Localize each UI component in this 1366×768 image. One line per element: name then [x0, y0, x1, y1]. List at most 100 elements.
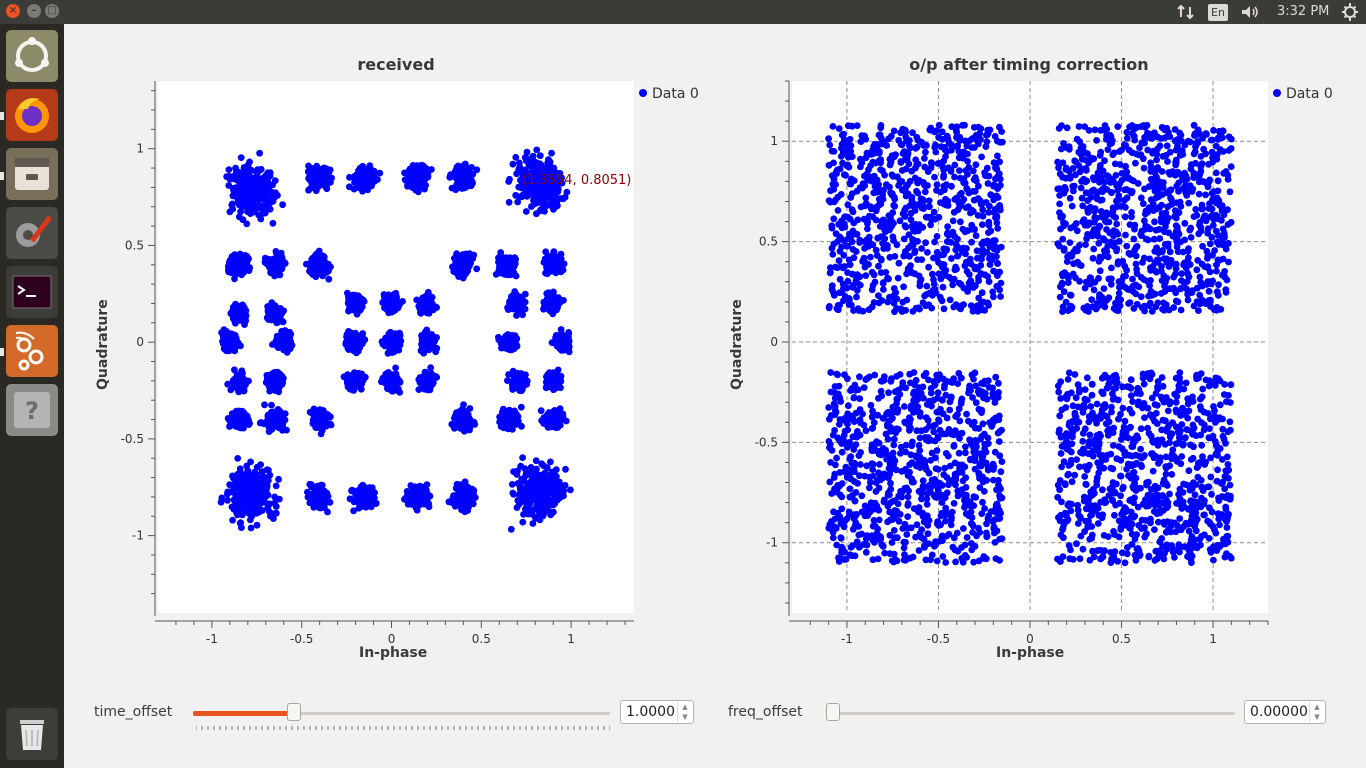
data-point: [519, 518, 527, 526]
data-point: [422, 292, 430, 300]
maximize-icon: □: [47, 5, 57, 16]
ubuntu-dash-icon[interactable]: [6, 30, 58, 82]
data-point: [514, 467, 521, 475]
minimize-window-button[interactable]: –: [27, 4, 41, 18]
x-tick-label: -1: [206, 632, 218, 646]
trash-icon[interactable]: [6, 708, 58, 760]
data-point: [396, 329, 403, 337]
data-point: [356, 184, 364, 192]
data-point: [565, 329, 572, 336]
data-point: [247, 179, 254, 187]
data-point: [245, 267, 253, 274]
data-point: [558, 174, 565, 182]
data-point: [517, 168, 525, 176]
data-point: [507, 525, 515, 533]
data-point: [547, 458, 554, 466]
settings-icon[interactable]: [6, 207, 58, 259]
data-point: [269, 219, 277, 227]
data-point: [529, 487, 537, 495]
data-point: [537, 407, 545, 415]
data-point: [242, 188, 250, 195]
data-point: [279, 201, 286, 209]
legend-marker: [639, 89, 647, 97]
data-point: [533, 146, 541, 154]
gnuradio-icon[interactable]: [6, 325, 58, 377]
data-point: [558, 339, 565, 347]
data-point: [526, 506, 534, 513]
data-point: [548, 149, 555, 157]
data-point: [281, 260, 289, 267]
data-point: [232, 164, 240, 172]
data-point: [517, 379, 525, 387]
volume-icon[interactable]: [1239, 0, 1263, 24]
data-point: [395, 340, 403, 348]
x-tick-label: 0: [388, 632, 396, 646]
power-icon[interactable]: [1341, 0, 1359, 24]
data-point: [497, 251, 504, 259]
data-point: [374, 176, 381, 183]
data-point: [523, 148, 531, 156]
data-point: [234, 257, 241, 265]
files-icon[interactable]: [6, 148, 58, 200]
data-point: [361, 373, 369, 381]
data-point: [510, 378, 518, 386]
data-point: [529, 520, 537, 527]
data-point: [351, 297, 359, 304]
data-point: [563, 188, 571, 196]
data-point: [539, 477, 546, 485]
data-point: [470, 251, 478, 259]
data-point: [523, 157, 530, 165]
data-point: [317, 418, 324, 426]
legend[interactable]: Data 0: [639, 86, 699, 102]
data-point: [221, 336, 228, 343]
data-point: [416, 304, 424, 312]
language-indicator[interactable]: En: [1208, 4, 1228, 21]
data-point: [224, 496, 231, 504]
data-point: [543, 164, 551, 171]
data-point: [235, 198, 243, 206]
close-window-button[interactable]: ×: [6, 4, 20, 18]
data-point: [550, 297, 557, 305]
data-point: [257, 180, 265, 188]
data-point: [514, 412, 521, 420]
network-icon[interactable]: [1176, 0, 1196, 24]
data-point: [546, 499, 554, 507]
y-tick-label: -0.5: [121, 432, 144, 446]
data-point: [251, 482, 259, 490]
data-point: [501, 423, 509, 430]
data-point: [387, 330, 395, 337]
data-point: [520, 511, 527, 518]
firefox-icon[interactable]: [6, 89, 58, 141]
data-point: [504, 377, 511, 384]
data-point: [459, 264, 467, 272]
data-point: [323, 185, 331, 193]
data-point: [512, 153, 520, 161]
data-point: [473, 265, 481, 273]
data-point: [232, 380, 240, 388]
data-point: [262, 254, 269, 262]
data-point: [245, 202, 253, 209]
data-point: [556, 494, 564, 501]
data-point: [320, 260, 328, 268]
data-point: [411, 174, 419, 182]
data-point: [265, 183, 273, 191]
data-point: [386, 380, 394, 387]
data-point: [531, 184, 539, 191]
data-point: [526, 496, 534, 503]
running-indicator: [0, 348, 4, 356]
data-point: [359, 178, 367, 186]
data-point: [529, 173, 537, 181]
y-tick-label: -1: [132, 529, 144, 543]
data-point: [342, 339, 350, 346]
data-point: [558, 179, 566, 187]
data-point: [231, 251, 239, 259]
terminal-icon[interactable]: [6, 266, 58, 318]
data-point: [236, 172, 244, 180]
maximize-window-button[interactable]: □: [45, 4, 59, 18]
help-icon[interactable]: ?: [6, 384, 58, 436]
data-point: [547, 303, 555, 311]
clock[interactable]: 3:32 PM: [1277, 4, 1330, 19]
data-point: [247, 458, 255, 466]
data-point: [532, 457, 540, 465]
scatter-plot-received[interactable]: -1 -0.5 0 0.5 110.50-0.5-1(1.3554, 0.8051): [88, 76, 648, 666]
